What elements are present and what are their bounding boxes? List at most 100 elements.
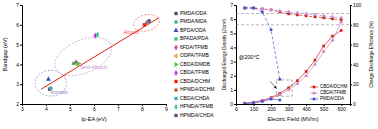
- legend-symbol: [174, 97, 177, 100]
- series-marker: [243, 7, 246, 10]
- legend-item: BPADA/PDA: [174, 35, 209, 41]
- tick-label: 1: [230, 87, 233, 93]
- legend-item: 6FDA/TFMB: [174, 44, 208, 51]
- tick-label: 80: [353, 22, 359, 28]
- legend: CBDA/DCHMCBDA/TFMBPMDA/ODA: [310, 84, 348, 101]
- legend-label: PMDA/ODA: [320, 96, 344, 101]
- tick-label: 3: [21, 106, 24, 112]
- tick-mark: [234, 104, 236, 105]
- series-marker: [330, 15, 334, 18]
- tick: 1: [230, 87, 236, 93]
- tick: 80: [350, 22, 359, 28]
- legend-symbol: [313, 86, 316, 89]
- tick-label: 0: [235, 106, 238, 112]
- series-marker: [313, 13, 317, 16]
- legend-label: CBDA/TFMB: [180, 69, 210, 75]
- legend-item: CBDA/DMDB: [175, 61, 211, 67]
- series-marker: [261, 11, 264, 14]
- legend-label: PMDA/MDA: [180, 18, 208, 24]
- tick: 5: [69, 104, 72, 112]
- tick-mark: [20, 84, 22, 85]
- legend-item: HPMDA/TFMB: [174, 103, 214, 110]
- legend-label: HPMDA/CHDA: [180, 112, 214, 118]
- tick-label: 500: [320, 106, 329, 112]
- tick-label: 5: [230, 30, 233, 36]
- tick: 3: [21, 104, 24, 112]
- series-marker: [287, 10, 291, 13]
- group-ellipse: [55, 37, 112, 75]
- tick-mark: [350, 45, 352, 46]
- tick: 0: [230, 101, 236, 107]
- tick: 2: [16, 101, 22, 107]
- tick: 40: [350, 62, 359, 68]
- annotation: Semi-Alicyclic: [80, 65, 109, 70]
- y-axis: 234567: [16, 2, 22, 107]
- legend-symbol: [312, 91, 316, 94]
- series-marker: [243, 6, 247, 9]
- legend-line: [310, 87, 318, 88]
- tick: 6: [93, 104, 96, 112]
- legend-symbol: [174, 37, 177, 40]
- tick-mark: [20, 25, 22, 26]
- legend-symbol: [174, 20, 178, 24]
- annotation: @200°C: [239, 54, 260, 60]
- series-marker: [252, 7, 255, 10]
- trendline: [41, 18, 159, 89]
- tick-mark: [20, 45, 22, 46]
- series-marker: [261, 100, 264, 103]
- legend-symbol: [173, 28, 178, 32]
- legend-item: PMDA/ODA: [310, 96, 344, 101]
- tick-label: 20: [353, 81, 359, 87]
- series-marker: [243, 7, 246, 10]
- series-marker: [322, 45, 325, 48]
- tick: 600: [338, 104, 347, 112]
- series-marker: [330, 38, 334, 41]
- series-marker: [314, 59, 317, 62]
- reference-line: [236, 13, 350, 14]
- legend-item: HPMDA/CHDA: [174, 112, 214, 118]
- legend-item: CBDA/DCHM: [310, 84, 348, 89]
- reference-line: [236, 24, 350, 25]
- tick: 100: [250, 104, 259, 112]
- legend-symbol: [173, 53, 177, 58]
- legend-label: BPDA/ODA: [180, 27, 207, 33]
- tick: 6: [16, 22, 22, 28]
- series-marker: [279, 99, 282, 102]
- tick-label: 3: [16, 81, 19, 87]
- series-line: [245, 99, 280, 104]
- tick: 5: [230, 30, 236, 36]
- tick-mark: [350, 25, 352, 26]
- tick-label: 600: [338, 106, 347, 112]
- tick: 3: [230, 59, 236, 65]
- tick-label: 0: [230, 101, 233, 107]
- tick: 5: [16, 42, 22, 48]
- tick-mark: [234, 76, 236, 77]
- legend-item: CBDA/DCHM: [174, 78, 210, 84]
- tick-label: 100: [353, 2, 362, 8]
- tick-mark: [350, 84, 352, 85]
- legend-item: PMDA/ODA: [174, 10, 207, 16]
- series-marker: [305, 70, 308, 73]
- legend-item: HPMDA/DCHM: [174, 86, 214, 92]
- scatter-point: [46, 76, 51, 80]
- legend-label: ODPA/TFMB: [180, 52, 209, 58]
- legend-symbol: [174, 12, 177, 15]
- tick-label: 40: [353, 62, 359, 68]
- legend-item: CBDA/CHDA: [174, 95, 210, 101]
- group-ellipse: [133, 14, 159, 31]
- annotation-arrow: [270, 81, 276, 88]
- tick-mark: [20, 64, 22, 65]
- legend-label: CBDA/DMDB: [180, 61, 211, 67]
- chart-svg: 3456789234567AromaticSemi-AlicyclicAlicy…: [0, 0, 378, 129]
- series-line: [245, 8, 280, 79]
- x-axis-title: Ip-EA (eV): [81, 116, 107, 122]
- tick-mark: [20, 104, 22, 105]
- tick: 100: [350, 2, 362, 8]
- legend-label: CBDA/DCHM: [320, 84, 348, 89]
- legend-label: HPMDA/DCHM: [180, 86, 214, 92]
- tick-label: 5: [16, 42, 19, 48]
- tick: 7: [230, 2, 236, 8]
- series-marker: [322, 49, 326, 52]
- legend-item: BPDA/ODA: [173, 27, 206, 33]
- annotation: Aromatic: [49, 90, 69, 95]
